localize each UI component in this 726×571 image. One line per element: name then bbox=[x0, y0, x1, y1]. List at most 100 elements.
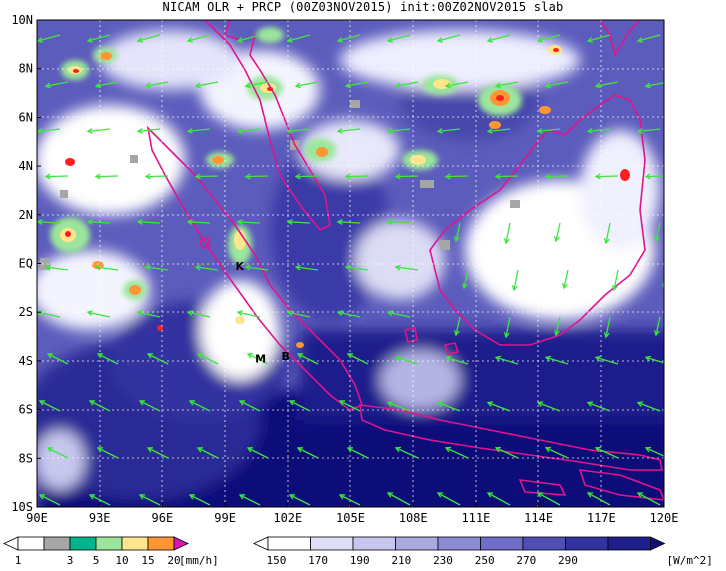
wind-arrow-head bbox=[486, 128, 493, 134]
wind-arrow-head bbox=[186, 128, 193, 134]
wind-arrow bbox=[445, 356, 469, 365]
wind-arrow bbox=[287, 34, 311, 42]
wind-arrow-head bbox=[544, 173, 551, 180]
wind-arrow-head bbox=[436, 37, 444, 43]
prcp-tick-label: 3 bbox=[67, 554, 74, 567]
wind-arrow bbox=[463, 269, 469, 289]
wind-arrow-head bbox=[486, 401, 494, 407]
olr-bar-segment bbox=[437, 536, 481, 551]
wind-arrow bbox=[537, 401, 561, 412]
wind-arrow-head bbox=[136, 37, 144, 43]
wind-arrow-head bbox=[436, 401, 444, 407]
wind-arrow-head bbox=[603, 332, 610, 339]
wind-arrow bbox=[137, 311, 161, 318]
wind-arrow bbox=[505, 222, 511, 244]
wind-arrow-head bbox=[44, 82, 51, 89]
lat-label: 2S bbox=[19, 305, 33, 319]
wind-arrow-head bbox=[553, 236, 560, 243]
wind-arrow-head bbox=[96, 353, 104, 359]
wind-arrow bbox=[189, 400, 211, 412]
wind-arrow-head bbox=[37, 219, 43, 225]
wind-arrow-head bbox=[286, 310, 293, 316]
wind-arrow bbox=[145, 175, 169, 178]
wind-arrow-head bbox=[38, 400, 46, 406]
wind-arrow bbox=[39, 400, 61, 412]
wind-arrow bbox=[387, 34, 411, 42]
wind-arrow-head bbox=[486, 492, 494, 498]
lon-label: 93E bbox=[89, 511, 111, 525]
olr-bar-segment bbox=[310, 536, 354, 551]
wind-arrow-head bbox=[236, 37, 244, 43]
wind-arrow bbox=[595, 447, 619, 459]
wind-arrow-head bbox=[386, 37, 394, 43]
prcp-bar-segment bbox=[43, 536, 71, 551]
lon-label: 99E bbox=[214, 511, 236, 525]
lon-label: 102E bbox=[273, 511, 302, 525]
wind-arrow bbox=[95, 175, 119, 178]
wind-arrow bbox=[195, 266, 219, 271]
wind-arrow bbox=[37, 221, 61, 224]
olr-bar-segment bbox=[267, 536, 311, 551]
wind-arrow bbox=[437, 128, 461, 133]
wind-arrow-head bbox=[494, 173, 501, 180]
wind-arrow bbox=[147, 353, 169, 365]
wind-arrow bbox=[437, 34, 461, 42]
wind-arrow-head bbox=[94, 264, 101, 271]
wind-arrow bbox=[187, 128, 211, 133]
wind-arrow-head bbox=[246, 447, 254, 453]
wind-arrow-head bbox=[88, 494, 96, 500]
wind-arrow bbox=[37, 34, 61, 42]
wind-arrow-head bbox=[294, 82, 301, 89]
wind-arrow bbox=[289, 494, 311, 506]
lon-label: 90E bbox=[26, 511, 48, 525]
wind-arrow bbox=[387, 221, 411, 224]
wind-arrow-head bbox=[586, 37, 594, 43]
wind-arrow-head bbox=[544, 82, 551, 89]
wind-arrow bbox=[495, 81, 519, 87]
wind-arrow bbox=[87, 311, 111, 318]
wind-arrow-head bbox=[544, 355, 552, 362]
wind-arrow bbox=[97, 447, 119, 459]
wind-arrow bbox=[505, 316, 511, 338]
prcp-bar-segment bbox=[69, 536, 97, 551]
wind-arrow-head bbox=[246, 353, 254, 359]
olr-bar-segment bbox=[522, 536, 566, 551]
olr-unit: [W/m^2] bbox=[667, 554, 713, 567]
olr-bar-segment bbox=[565, 536, 609, 551]
wind-arrow bbox=[555, 316, 561, 336]
wind-arrow bbox=[187, 311, 211, 318]
place-label-K: K bbox=[235, 260, 244, 273]
lat-label: 8N bbox=[19, 62, 33, 76]
wind-arrow-head bbox=[146, 447, 154, 453]
olr-tick-label: 250 bbox=[475, 554, 495, 567]
wind-arrow bbox=[347, 447, 369, 459]
wind-arrow-head bbox=[494, 82, 501, 89]
wind-arrow bbox=[295, 175, 319, 178]
wind-arrow-head bbox=[594, 82, 601, 89]
wind-arrow-head bbox=[338, 494, 346, 500]
wind-arrow-head bbox=[296, 353, 304, 359]
wind-arrow-head bbox=[586, 128, 593, 134]
wind-arrow-head bbox=[394, 82, 401, 89]
wind-arrow bbox=[45, 266, 69, 271]
wind-arrow-head bbox=[486, 37, 494, 43]
wind-arrow-head bbox=[386, 401, 394, 407]
wind-arrow bbox=[245, 266, 269, 271]
wind-arrow-head bbox=[586, 401, 594, 407]
wind-arrow bbox=[637, 492, 661, 506]
wind-arrow bbox=[145, 81, 169, 87]
wind-arrow-head bbox=[336, 219, 343, 225]
wind-arrow-head bbox=[244, 173, 251, 180]
wind-arrow-head bbox=[536, 37, 544, 43]
wind-arrow bbox=[545, 81, 569, 87]
wind-arrow bbox=[337, 221, 361, 224]
wind-arrow-head bbox=[444, 355, 452, 362]
wind-arrow-head bbox=[238, 494, 246, 500]
olr-bar-segment bbox=[352, 536, 396, 551]
wind-arrow bbox=[587, 34, 611, 42]
wind-arrow-head bbox=[346, 447, 354, 453]
wind-arrow bbox=[95, 81, 119, 87]
wind-arrow bbox=[645, 175, 664, 178]
wind-arrow bbox=[595, 356, 619, 365]
wind-arrow-head bbox=[44, 173, 51, 180]
